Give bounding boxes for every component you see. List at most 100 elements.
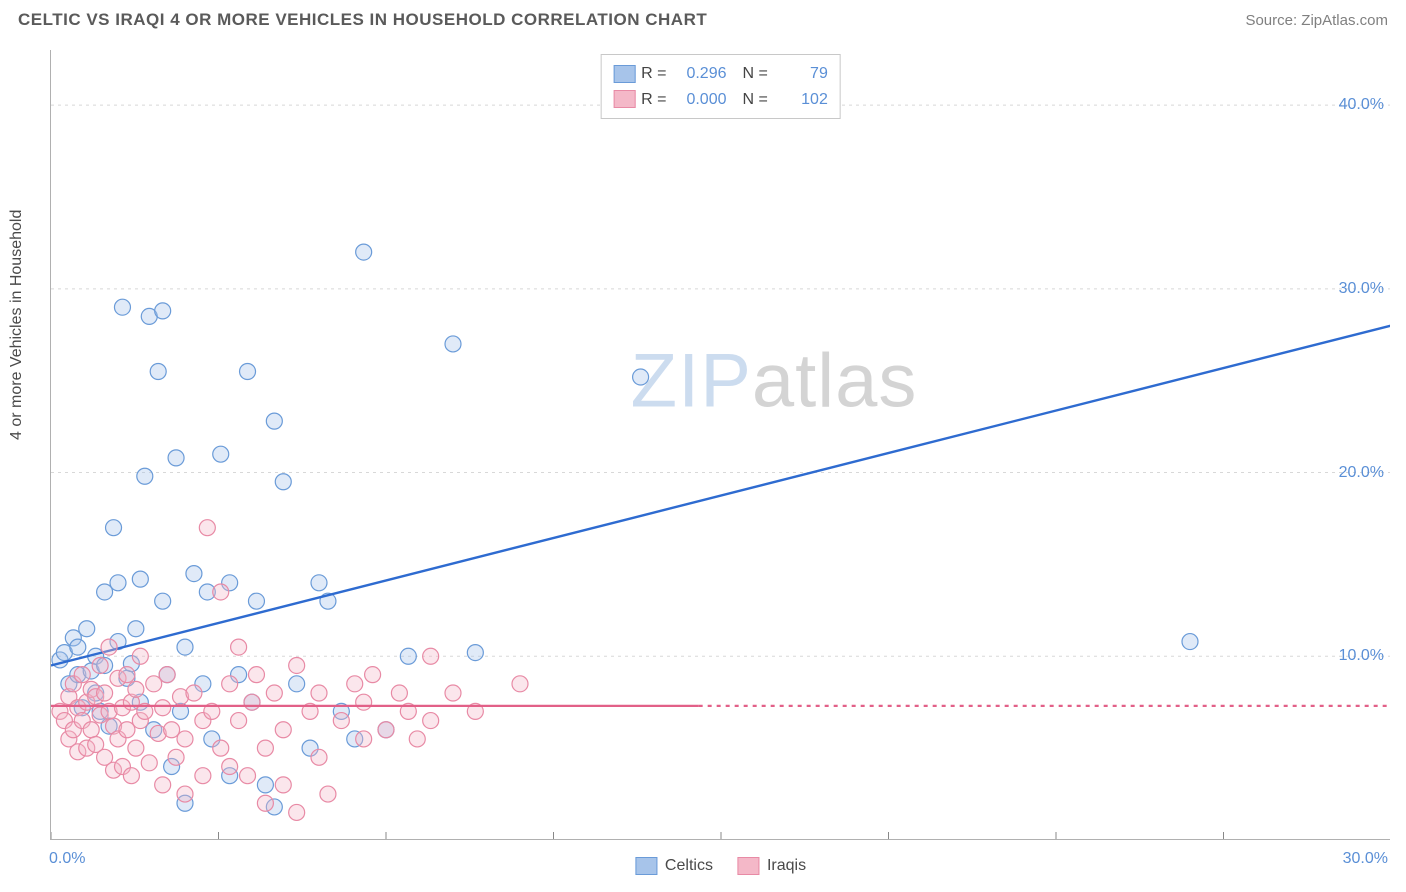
- chart-area: ZIPatlas R =0.296N =79R =0.000N =102 Cel…: [50, 50, 1390, 840]
- data-point: [92, 657, 108, 673]
- data-point: [311, 575, 327, 591]
- data-point: [244, 694, 260, 710]
- n-label: N =: [743, 61, 768, 87]
- source-attribution: Source: ZipAtlas.com: [1245, 12, 1388, 29]
- data-point: [365, 667, 381, 683]
- r-value: 0.296: [673, 61, 727, 87]
- data-point: [320, 786, 336, 802]
- scatter-plot: [51, 50, 1390, 839]
- data-point: [266, 685, 282, 701]
- data-point: [633, 369, 649, 385]
- data-point: [356, 244, 372, 260]
- legend-item: Celtics: [635, 857, 713, 875]
- data-point: [168, 749, 184, 765]
- data-point: [83, 722, 99, 738]
- data-point: [155, 777, 171, 793]
- data-point: [137, 468, 153, 484]
- r-label: R =: [641, 87, 666, 113]
- y-tick-label: 20.0%: [1339, 464, 1384, 482]
- data-point: [119, 667, 135, 683]
- data-point: [311, 685, 327, 701]
- data-point: [97, 685, 113, 701]
- header: CELTIC VS IRAQI 4 OR MORE VEHICLES IN HO…: [0, 0, 1406, 38]
- data-point: [159, 667, 175, 683]
- data-point: [311, 749, 327, 765]
- legend-swatch: [635, 857, 657, 875]
- data-point: [467, 645, 483, 661]
- legend-row: R = 0.000 N =102: [613, 87, 828, 113]
- data-point: [101, 639, 117, 655]
- data-point: [512, 676, 528, 692]
- legend-row: R = 0.296 N =79: [613, 61, 828, 87]
- r-value: 0.000: [673, 87, 727, 113]
- data-point: [356, 731, 372, 747]
- data-point: [240, 768, 256, 784]
- y-tick-label: 30.0%: [1339, 280, 1384, 298]
- n-label: N =: [743, 87, 768, 113]
- data-point: [356, 694, 372, 710]
- data-point: [400, 648, 416, 664]
- data-point: [347, 676, 363, 692]
- series-legend: Celtics Iraqis: [635, 857, 806, 875]
- data-point: [231, 639, 247, 655]
- data-point: [240, 364, 256, 380]
- data-point: [378, 722, 394, 738]
- data-point: [257, 795, 273, 811]
- data-point: [186, 566, 202, 582]
- data-point: [132, 648, 148, 664]
- data-point: [222, 759, 238, 775]
- data-point: [257, 777, 273, 793]
- r-label: R =: [641, 61, 666, 87]
- data-point: [155, 593, 171, 609]
- data-point: [391, 685, 407, 701]
- data-point: [128, 621, 144, 637]
- data-point: [213, 584, 229, 600]
- data-point: [123, 768, 139, 784]
- data-point: [289, 676, 305, 692]
- data-point: [177, 731, 193, 747]
- legend-swatch: [613, 65, 635, 83]
- data-point: [213, 740, 229, 756]
- data-point: [266, 413, 282, 429]
- data-point: [257, 740, 273, 756]
- data-point: [128, 740, 144, 756]
- x-tick-label: 0.0%: [49, 850, 85, 868]
- data-point: [423, 713, 439, 729]
- data-point: [150, 364, 166, 380]
- data-point: [177, 786, 193, 802]
- data-point: [423, 648, 439, 664]
- data-point: [289, 657, 305, 673]
- data-point: [106, 520, 122, 536]
- x-tick-label: 30.0%: [1343, 850, 1388, 868]
- data-point: [289, 804, 305, 820]
- data-point: [275, 777, 291, 793]
- y-tick-label: 40.0%: [1339, 96, 1384, 114]
- data-point: [114, 299, 130, 315]
- data-point: [248, 593, 264, 609]
- data-point: [128, 681, 144, 697]
- legend-swatch: [737, 857, 759, 875]
- data-point: [231, 713, 247, 729]
- data-point: [155, 700, 171, 716]
- correlation-legend: R = 0.296 N =79 R = 0.000 N =102: [600, 54, 841, 119]
- legend-item: Iraqis: [737, 857, 806, 875]
- data-point: [222, 676, 238, 692]
- data-point: [177, 639, 193, 655]
- data-point: [110, 575, 126, 591]
- data-point: [168, 450, 184, 466]
- data-point: [275, 474, 291, 490]
- n-value: 102: [774, 87, 828, 113]
- data-point: [70, 639, 86, 655]
- n-value: 79: [774, 61, 828, 87]
- data-point: [213, 446, 229, 462]
- data-point: [445, 336, 461, 352]
- data-point: [195, 768, 211, 784]
- data-point: [275, 722, 291, 738]
- data-point: [445, 685, 461, 701]
- data-point: [79, 621, 95, 637]
- data-point: [186, 685, 202, 701]
- data-point: [74, 667, 90, 683]
- y-axis-label: 4 or more Vehicles in Household: [8, 210, 26, 440]
- data-point: [199, 520, 215, 536]
- data-point: [248, 667, 264, 683]
